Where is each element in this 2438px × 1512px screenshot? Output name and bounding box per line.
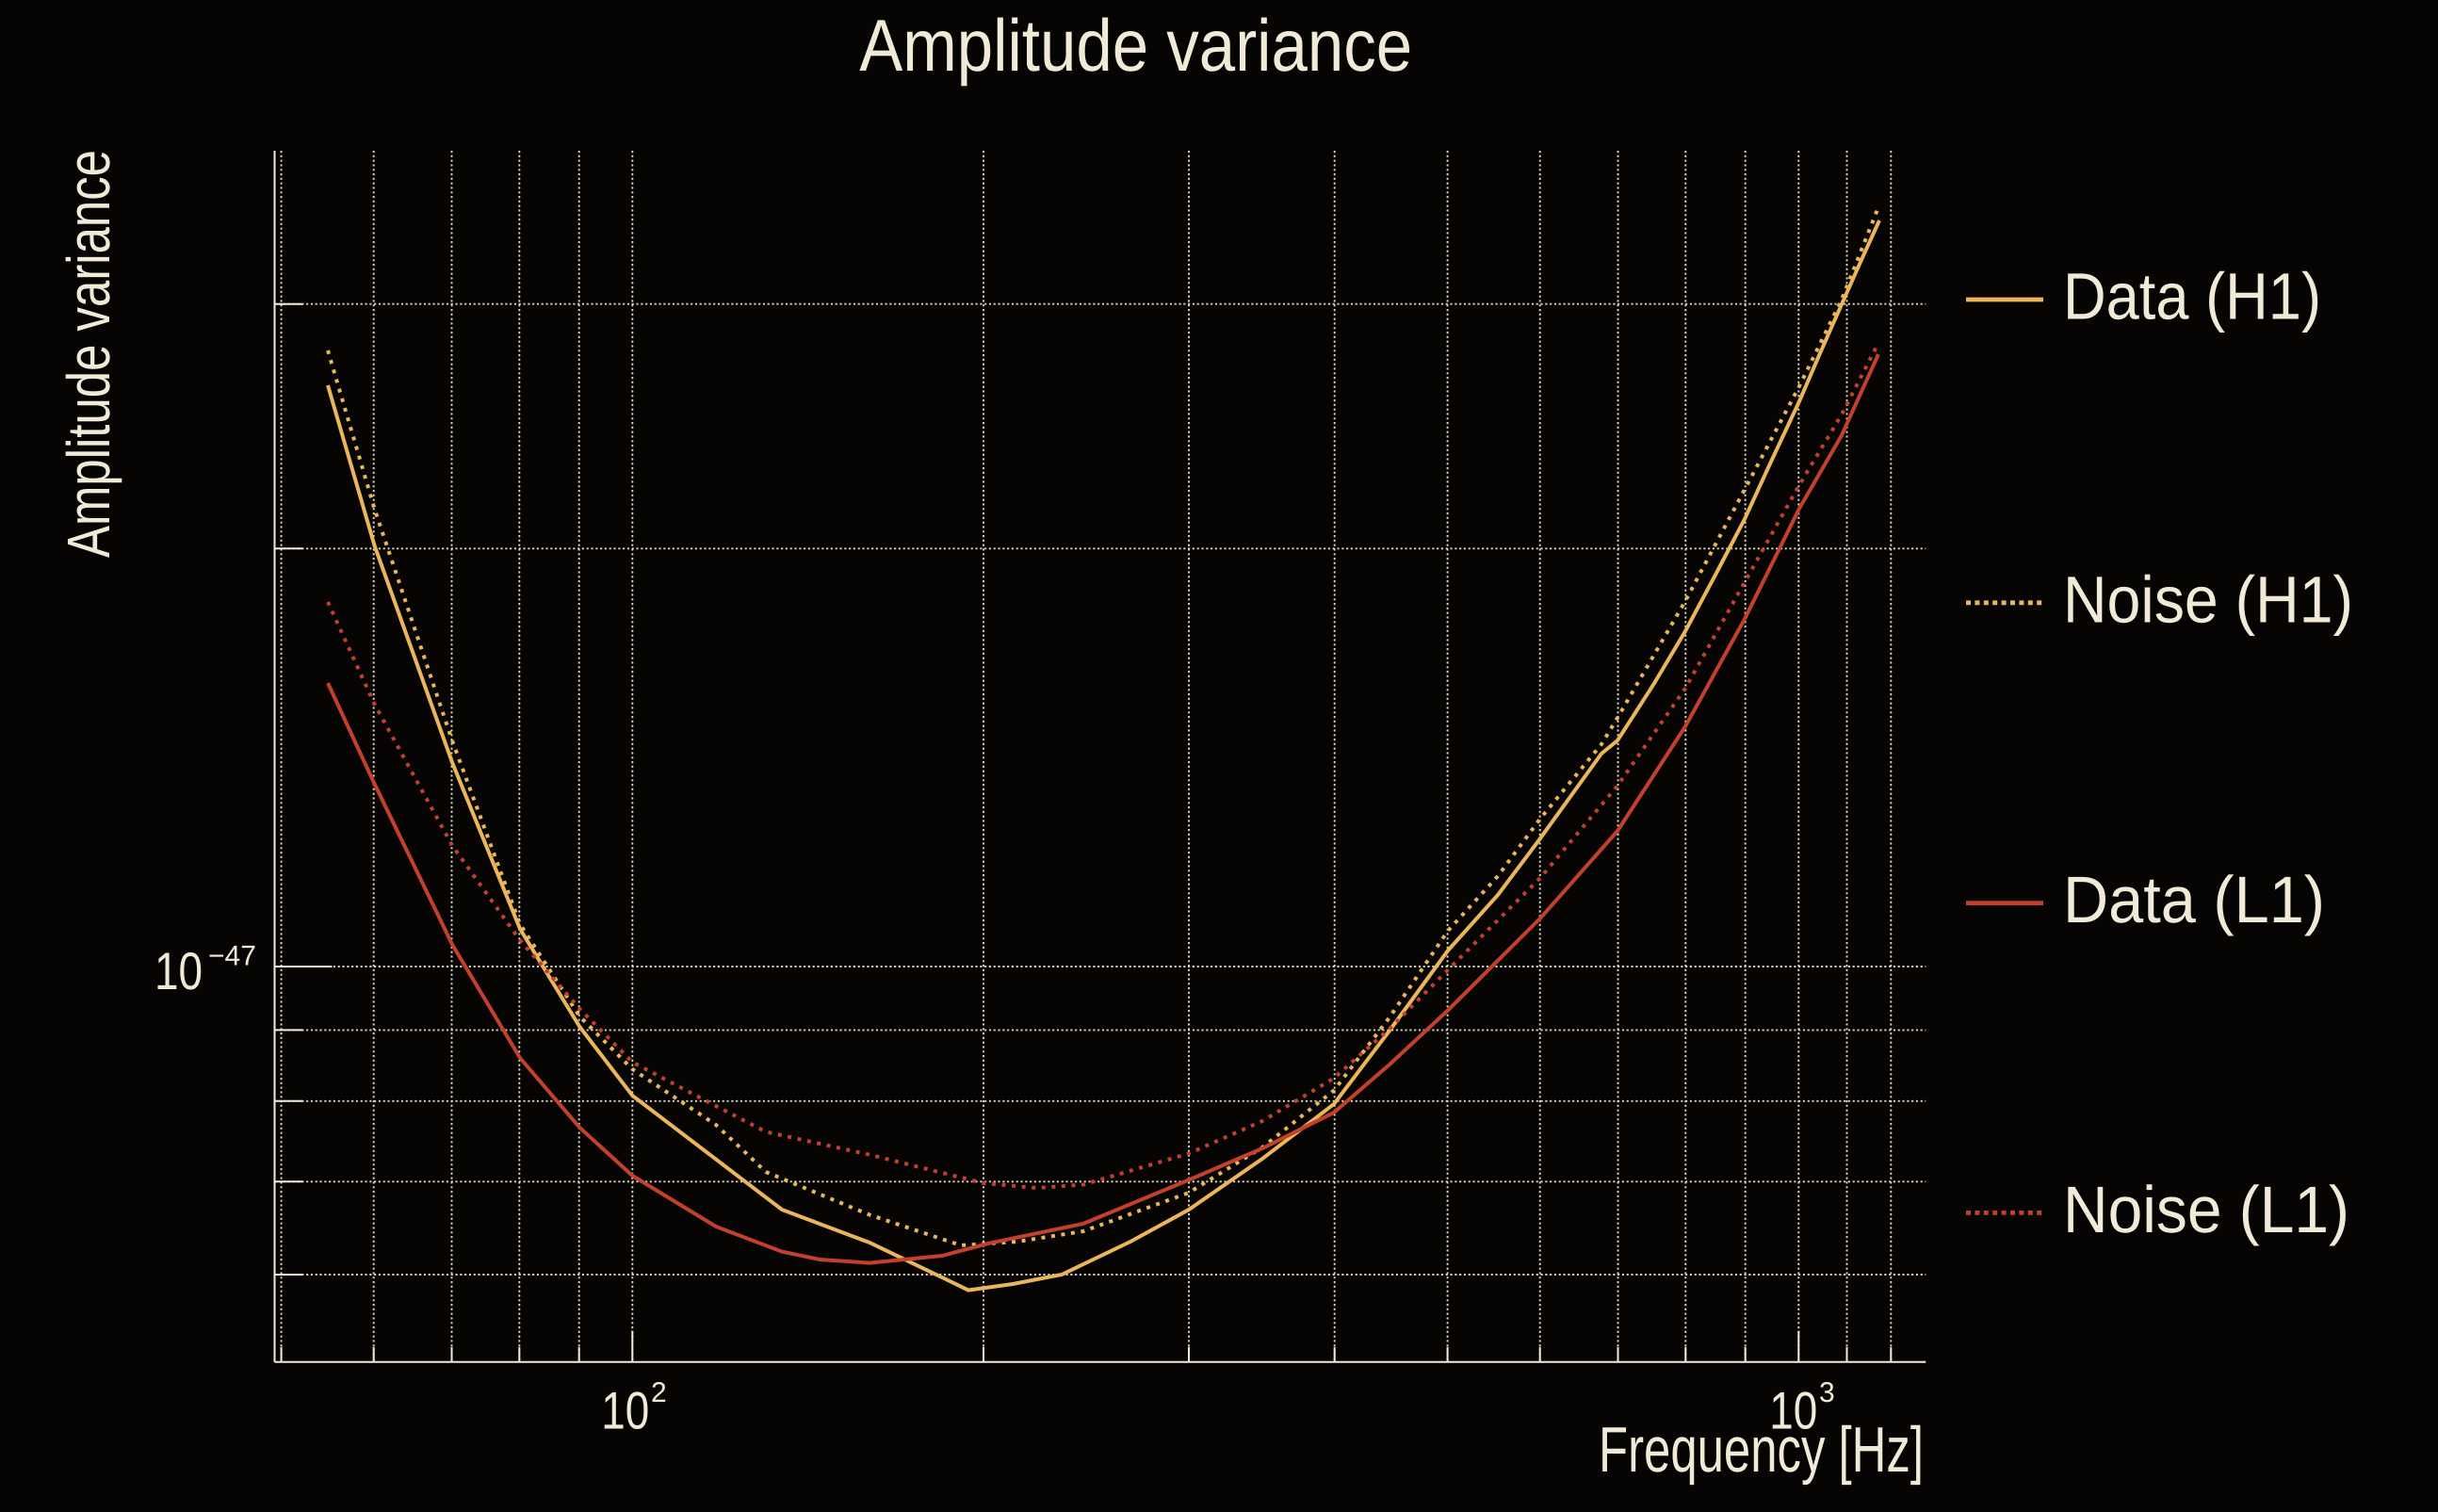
svg-text:10: 10 bbox=[1769, 1381, 1817, 1440]
svg-text:Data (L1): Data (L1) bbox=[2063, 863, 2325, 936]
svg-text:Amplitude variance: Amplitude variance bbox=[859, 4, 1412, 87]
svg-text:Amplitude variance: Amplitude variance bbox=[55, 150, 122, 558]
svg-text:Data (H1): Data (H1) bbox=[2063, 260, 2321, 333]
svg-text:−47: −47 bbox=[208, 941, 256, 972]
svg-text:Frequency [Hz]: Frequency [Hz] bbox=[1599, 1414, 1924, 1486]
svg-text:3: 3 bbox=[1819, 1377, 1835, 1408]
svg-text:Noise (L1): Noise (L1) bbox=[2063, 1173, 2349, 1246]
svg-text:10: 10 bbox=[154, 941, 203, 1000]
svg-text:10: 10 bbox=[601, 1381, 649, 1440]
svg-text:2: 2 bbox=[651, 1377, 667, 1408]
svg-text:Noise (H1): Noise (H1) bbox=[2063, 562, 2353, 636]
